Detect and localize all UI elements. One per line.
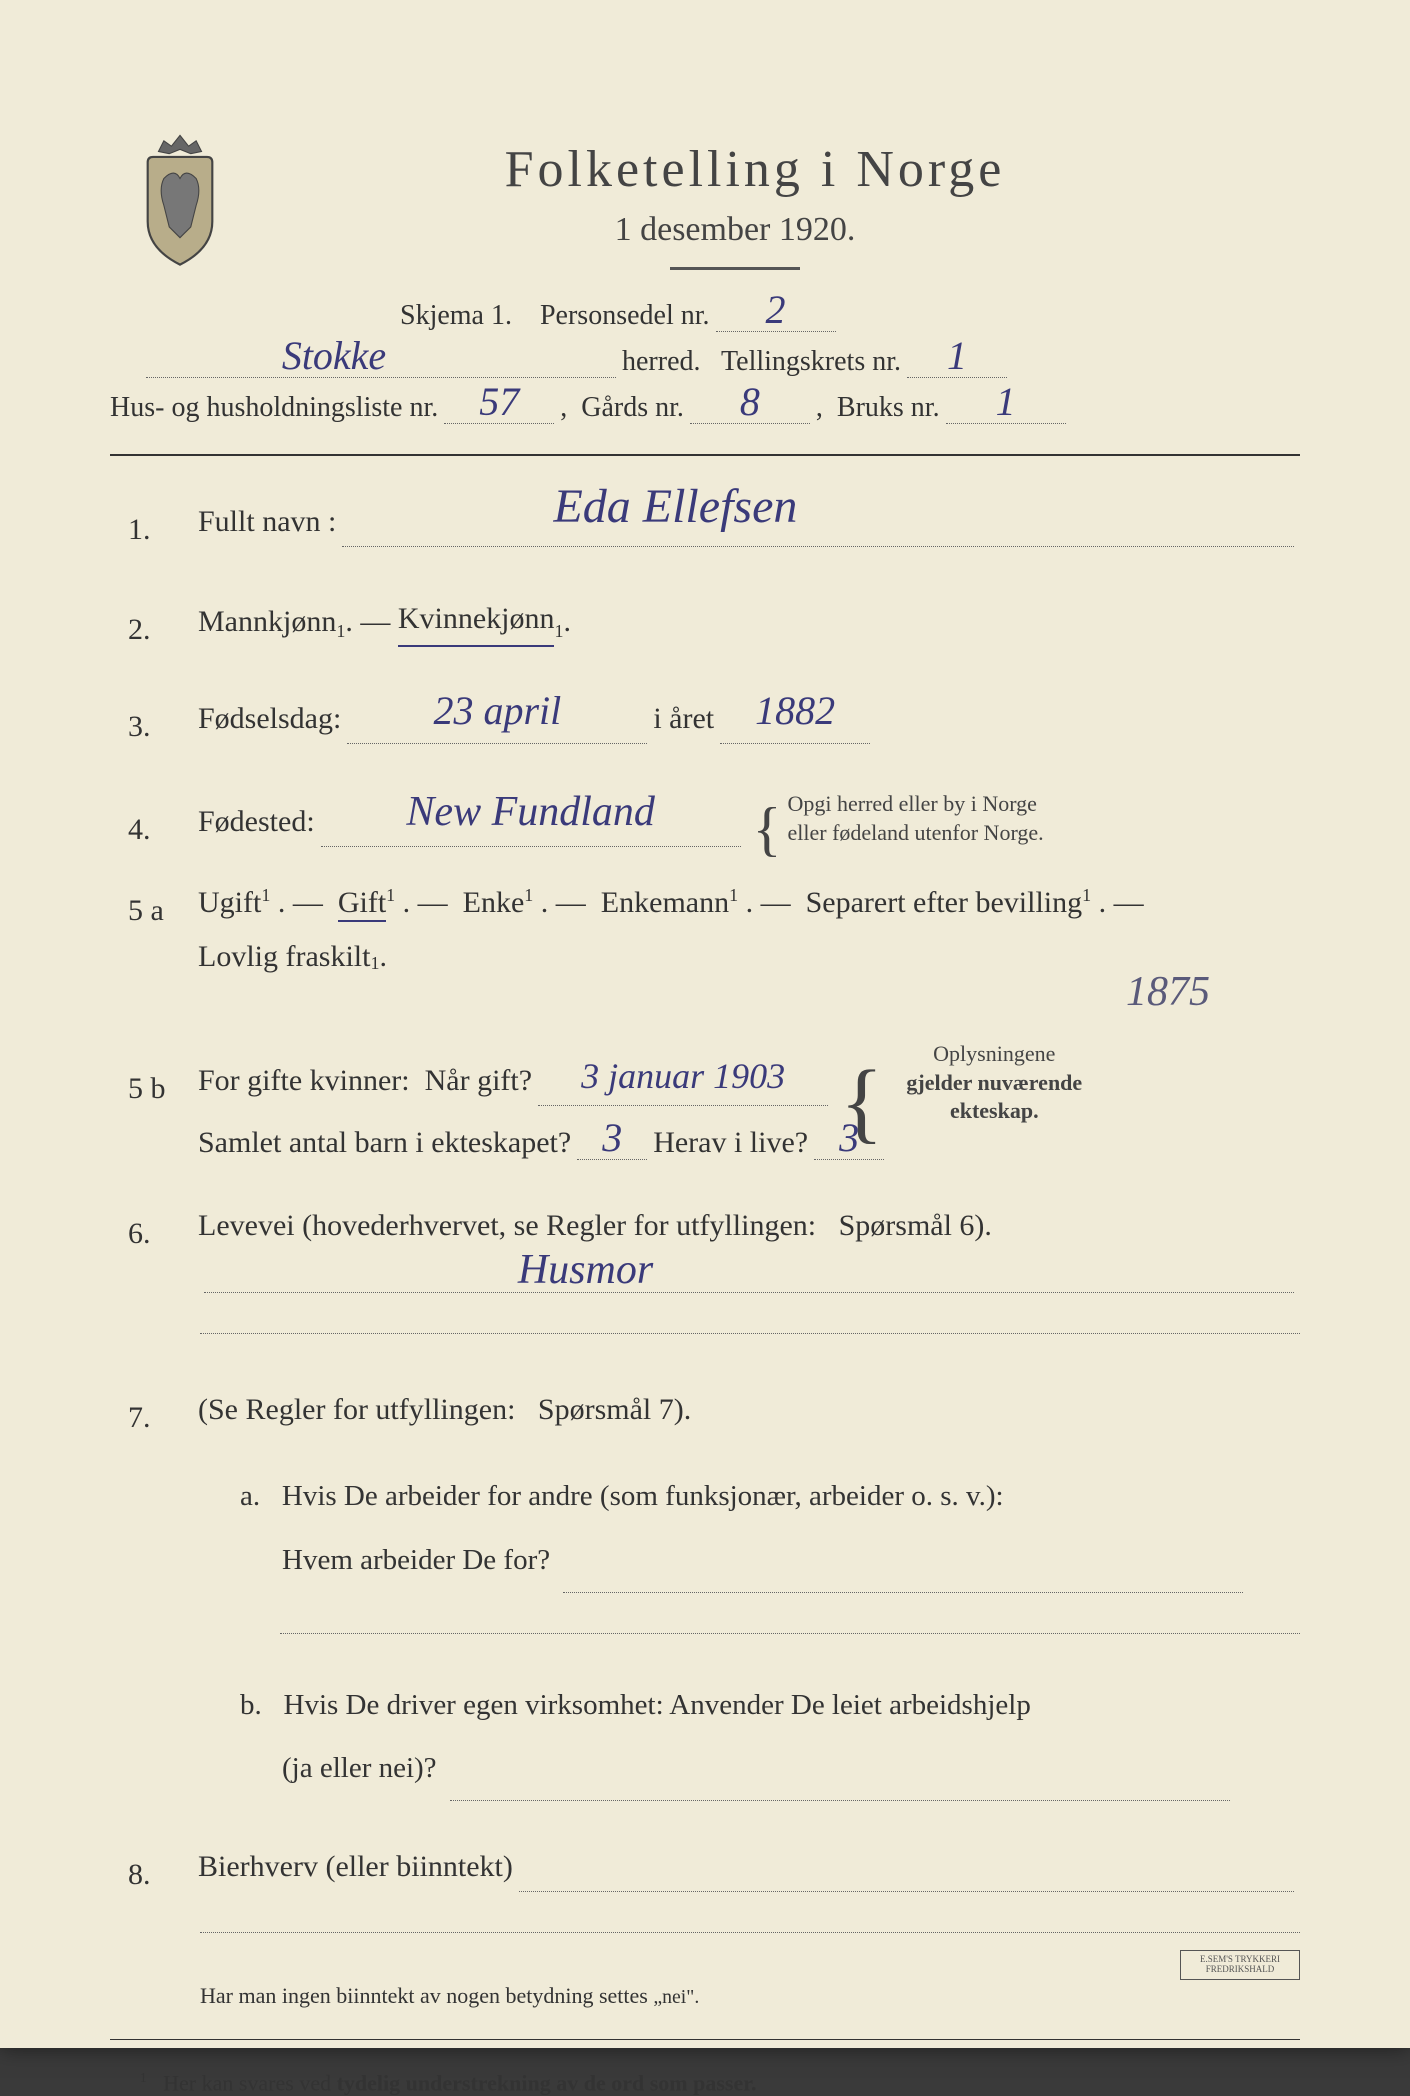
q8-row: 8. Bierhverv (eller biinntekt) <box>110 1841 1300 1892</box>
q3-yearlabel: i året <box>653 693 714 744</box>
personseddel-nr: 2 <box>766 286 786 333</box>
q7a-line <box>280 1633 1300 1634</box>
q6-value: Husmor <box>518 1246 653 1294</box>
q5b-label-c: Herav i live? <box>653 1126 808 1160</box>
skjema-label: Skjema 1. Personsedel nr. <box>400 300 710 332</box>
q5b-row1: 5 b For gifte kvinner: Når gift? 3 janua… <box>110 1020 1300 1106</box>
q1-label: Fullt navn : <box>198 496 336 547</box>
q2-mann: Mannkjønn <box>198 596 336 647</box>
q5a-gift: Gift <box>338 886 386 922</box>
herred-label: herred. Tellingskrets nr. <box>622 346 901 378</box>
q6-num: 6. <box>128 1217 198 1251</box>
q3-num: 3. <box>128 710 198 744</box>
q5b-row2: Samlet antal barn i ekteskapet? 3 Herav … <box>110 1126 1300 1160</box>
q7-num: 7. <box>128 1401 198 1435</box>
q8-num: 8. <box>128 1858 198 1892</box>
page-title: Folketelling i Norge <box>110 140 1300 199</box>
footnote-rule: 1 Her kan svares ved tydelig understrekn… <box>110 2070 1300 2096</box>
q5b-alive: 3 <box>839 1114 859 1161</box>
tellingskrets-nr: 1 <box>947 332 967 379</box>
q7b: b. Hvis De driver egen virksomhet: Anven… <box>110 1674 1300 1802</box>
census-form-page: Folketelling i Norge 1 desember 1920. Sk… <box>0 0 1410 2048</box>
title-divider <box>670 267 800 270</box>
q5a-num: 5 a <box>128 894 198 928</box>
footnote-nei: Har man ingen biinntekt av nogen betydni… <box>110 1983 1300 2009</box>
q4-value: New Fundland <box>406 777 655 848</box>
row-skjema: Skjema 1. Personsedel nr. 2 <box>110 300 1300 332</box>
q4-row: 4. Fødested: New Fundland { Opgi herred … <box>110 790 1300 847</box>
q5b-block: 1875 5 b For gifte kvinner: Når gift? 3 … <box>110 1020 1300 1160</box>
page-subtitle: 1 desember 1920. <box>110 211 1300 249</box>
q3-label: Fødselsdag: <box>198 693 341 744</box>
q4-label: Fødested: <box>198 796 315 847</box>
q3-day: 23 april <box>433 677 561 745</box>
q5b-note: Oplysningene gjelder gjelder nuværendenu… <box>889 1040 1099 1126</box>
coat-of-arms-icon <box>125 130 235 270</box>
header: Folketelling i Norge 1 desember 1920. <box>110 140 1300 270</box>
q8-label: Bierhverv (eller biinntekt) <box>198 1841 513 1892</box>
q5b-total: 3 <box>602 1114 622 1161</box>
q7a: a. Hvis De arbeider for andre (som funks… <box>110 1465 1300 1593</box>
row-husliste: Hus- og husholdningsliste nr. 57 , Gårds… <box>110 392 1300 424</box>
q7-row: 7. (Se Regler for utfyllingen: Spørsmål … <box>110 1384 1300 1435</box>
brace-icon: { <box>753 811 782 847</box>
gards-nr: 8 <box>740 378 760 425</box>
q5a-row: 5 a Ugift1 . — Gift1 . — Enke1 . — Enkem… <box>110 877 1300 928</box>
q3-year: 1882 <box>755 677 835 745</box>
printer-stamp: E.SEM'S TRYKKERI FREDRIKSHALD <box>1180 1950 1300 1980</box>
q7-label: (Se Regler for utfyllingen: Spørsmål 7). <box>198 1384 691 1435</box>
husliste-nr: 57 <box>479 378 519 425</box>
q6-row: 6. Levevei (hovederhvervet, se Regler fo… <box>110 1200 1300 1251</box>
q5b-label-a: For gifte kvinner: Når gift? <box>198 1055 532 1106</box>
q2-num: 2. <box>128 613 198 647</box>
q3-row: 3. Fødselsdag: 23 april i året 1882 <box>110 693 1300 744</box>
q1-value: Eda Ellefsen <box>553 466 797 548</box>
q1-row: 1. Fullt navn : Eda Ellefsen <box>110 496 1300 547</box>
bruks-label: , Bruks nr. <box>816 392 940 424</box>
husliste-label: Hus- og husholdningsliste nr. <box>110 392 438 424</box>
foot-divider <box>110 2039 1300 2040</box>
q5a-row2: Lovlig fraskilt1. <box>110 940 1300 974</box>
q2-row: 2. Mannkjønn1 . — Kvinnekjønn1 . <box>110 593 1300 647</box>
main-divider <box>110 454 1300 456</box>
q4-note: Opgi herred eller by i Norge eller fødel… <box>787 790 1097 847</box>
q6-line2 <box>200 1333 1300 1334</box>
q1-num: 1. <box>128 513 198 547</box>
q5b-when: 3 januar 1903 <box>581 1046 785 1107</box>
bruks-nr: 1 <box>996 378 1016 425</box>
q6-value-row: Husmor <box>110 1261 1300 1293</box>
q4-num: 4. <box>128 813 198 847</box>
herred-value: Stokke <box>282 332 386 379</box>
gards-label: , Gårds nr. <box>560 392 684 424</box>
q5b-label-b: Samlet antal barn i ekteskapet? <box>198 1126 571 1160</box>
q2-kvinne: Kvinnekjønn <box>398 593 555 647</box>
margin-year: 1875 <box>1126 968 1210 1016</box>
q5b-num: 5 b <box>128 1072 198 1106</box>
q8-line <box>200 1932 1300 1933</box>
row-herred: Stokke herred. Tellingskrets nr. 1 <box>110 346 1300 378</box>
q6-label: Levevei (hovederhvervet, se Regler for u… <box>198 1200 992 1251</box>
